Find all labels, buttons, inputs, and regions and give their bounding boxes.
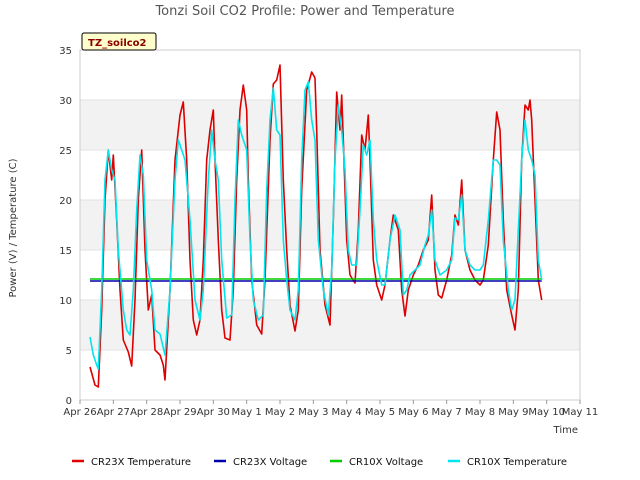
x-tick-label: May 10 (528, 407, 565, 418)
x-tick-label: Apr 28 (130, 407, 163, 418)
x-tick-label: May 3 (298, 407, 328, 418)
y-axis-label: Power (V) / Temperature (C) (8, 158, 19, 297)
plot-band (80, 150, 580, 200)
x-tick-label: May 6 (398, 407, 428, 418)
legend-label-cr23x-voltage: CR23X Voltage (233, 457, 307, 468)
x-tick-label: May 1 (232, 407, 262, 418)
x-tick-label: Apr 27 (97, 407, 130, 418)
x-axis-label: Time (553, 425, 578, 436)
legend-label-cr10x-voltage: CR10X Voltage (349, 457, 423, 468)
x-tick-label: May 7 (432, 407, 462, 418)
plot-band (80, 100, 580, 150)
x-axis-ticks: Apr 26 Apr 27 Apr 28 Apr 29 Apr 30 May 1 May 2… (63, 400, 598, 418)
plot-band (80, 200, 580, 250)
x-tick-label: Apr 26 (63, 407, 96, 418)
x-tick-label: May 4 (332, 407, 362, 418)
chart-title: Tonzi Soil CO2 Profile: Power and Temper… (154, 4, 454, 19)
y-tick-label: 30 (59, 96, 72, 107)
y-tick-label: 10 (59, 296, 72, 307)
series-line-cr10x-temperature (89, 81, 543, 370)
chart-badge: TZ_soilco2 (81, 32, 157, 51)
x-tick-label: May 5 (365, 407, 395, 418)
legend-label-cr10x-temperature: CR10X Temperature (467, 457, 567, 468)
plot-band (80, 50, 580, 100)
x-tick-label: May 9 (498, 407, 528, 418)
x-tick-label: May 8 (465, 407, 495, 418)
legend: CR23X Temperature CR23X Voltage CR10X Volt… (72, 457, 567, 468)
x-tick-label: Apr 30 (197, 407, 230, 418)
plot-band (80, 350, 580, 400)
y-axis-ticks: 0 5 10 15 20 25 30 35 (59, 46, 72, 407)
plot-area-frame (79, 49, 581, 401)
chart-badge-label: TZ_soilco2 (88, 38, 147, 49)
y-tick-label: 35 (59, 46, 72, 57)
series-lines (89, 64, 543, 388)
x-tick-label: May 2 (265, 407, 295, 418)
x-tick-label: May 11 (562, 407, 599, 418)
legend-label-cr23x-temperature: CR23X Temperature (91, 457, 191, 468)
y-tick-label: 25 (59, 146, 72, 157)
chart-badge-box (81, 32, 157, 51)
y-tick-label: 20 (59, 196, 72, 207)
y-tick-label: 15 (59, 246, 72, 257)
x-tick-label: Apr 29 (163, 407, 196, 418)
y-tick-label: 0 (66, 396, 72, 407)
y-tick-label: 5 (66, 346, 72, 357)
